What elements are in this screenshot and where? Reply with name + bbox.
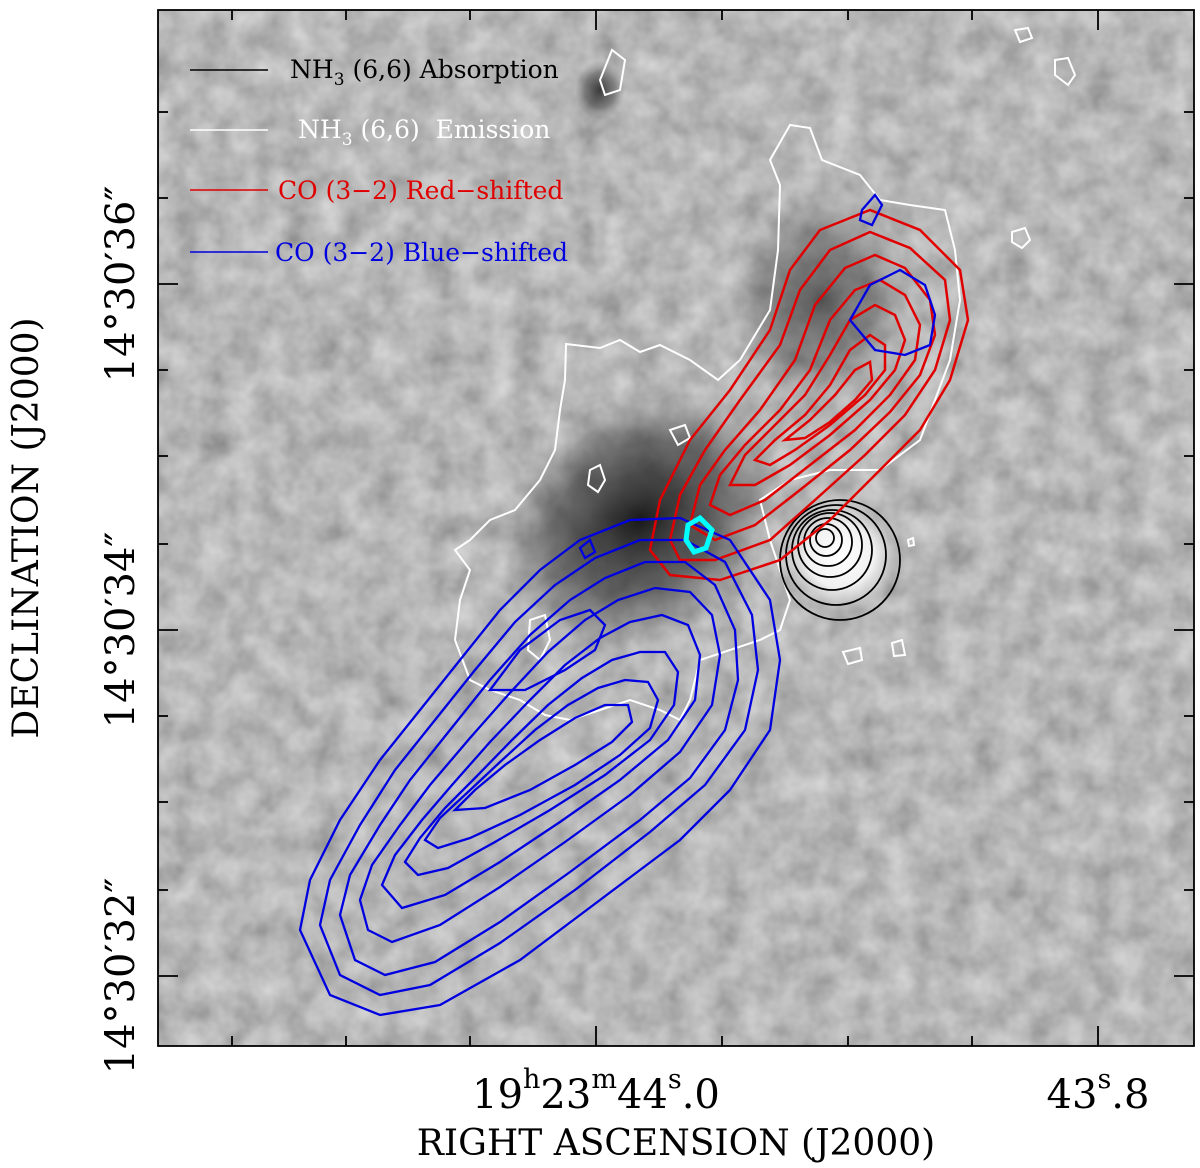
tick-marks	[158, 10, 1194, 1046]
co-red-contours	[648, 208, 970, 582]
legend-item-emission: NH3 (6,6) Emission	[190, 115, 550, 150]
nh3-emission-contours	[453, 26, 1077, 722]
y-tick-labels: 14°30′36″ 14°30′34″ 14°30′32″	[98, 186, 144, 1075]
legend-item-red-shifted: CO (3−2) Red−shifted	[190, 176, 563, 205]
svg-text:CO (3−2) Red−shifted: CO (3−2) Red−shifted	[278, 176, 563, 205]
legend-label-red-species: CO	[278, 176, 318, 205]
legend-label-absorption-species: NH	[290, 55, 334, 84]
x-tick-label-43-8: 43s.8	[1047, 1064, 1150, 1118]
y-tick-label-36: 14°30′36″	[98, 186, 144, 383]
legend-label-blue-species: CO	[275, 238, 315, 267]
plot-frame	[157, 9, 1195, 1047]
legend: NH3 (6,6) Absorption NH3 (6,6) Emission …	[190, 55, 568, 267]
y-tick-label-32: 14°30′32″	[98, 878, 144, 1075]
x-tick-labels: 19h23m44s.0 43s.8	[472, 1064, 1149, 1118]
svg-text:CO (3−2) Blue−shifted: CO (3−2) Blue−shifted	[275, 238, 568, 267]
legend-label-emission-species: NH	[298, 115, 342, 144]
co-blue-contours	[298, 193, 937, 1017]
x-tick-label-44: 19h23m44s.0	[472, 1064, 720, 1118]
y-axis-label: DECLINATION (J2000)	[6, 317, 47, 738]
legend-item-blue-shifted: CO (3−2) Blue−shifted	[190, 238, 568, 267]
svg-text:NH3 (6,6) Absorption: NH3 (6,6) Absorption	[290, 55, 559, 90]
y-tick-label-34: 14°30′34″	[98, 532, 144, 729]
map-image: NH3 (6,6) Absorption NH3 (6,6) Emission …	[158, 10, 1194, 1046]
cyan-marker	[683, 514, 715, 555]
legend-item-absorption: NH3 (6,6) Absorption	[190, 55, 559, 90]
x-axis-label: RIGHT ASCENSION (J2000)	[417, 1123, 935, 1164]
svg-text:NH3 (6,6) Emission: NH3 (6,6) Emission	[298, 115, 550, 150]
